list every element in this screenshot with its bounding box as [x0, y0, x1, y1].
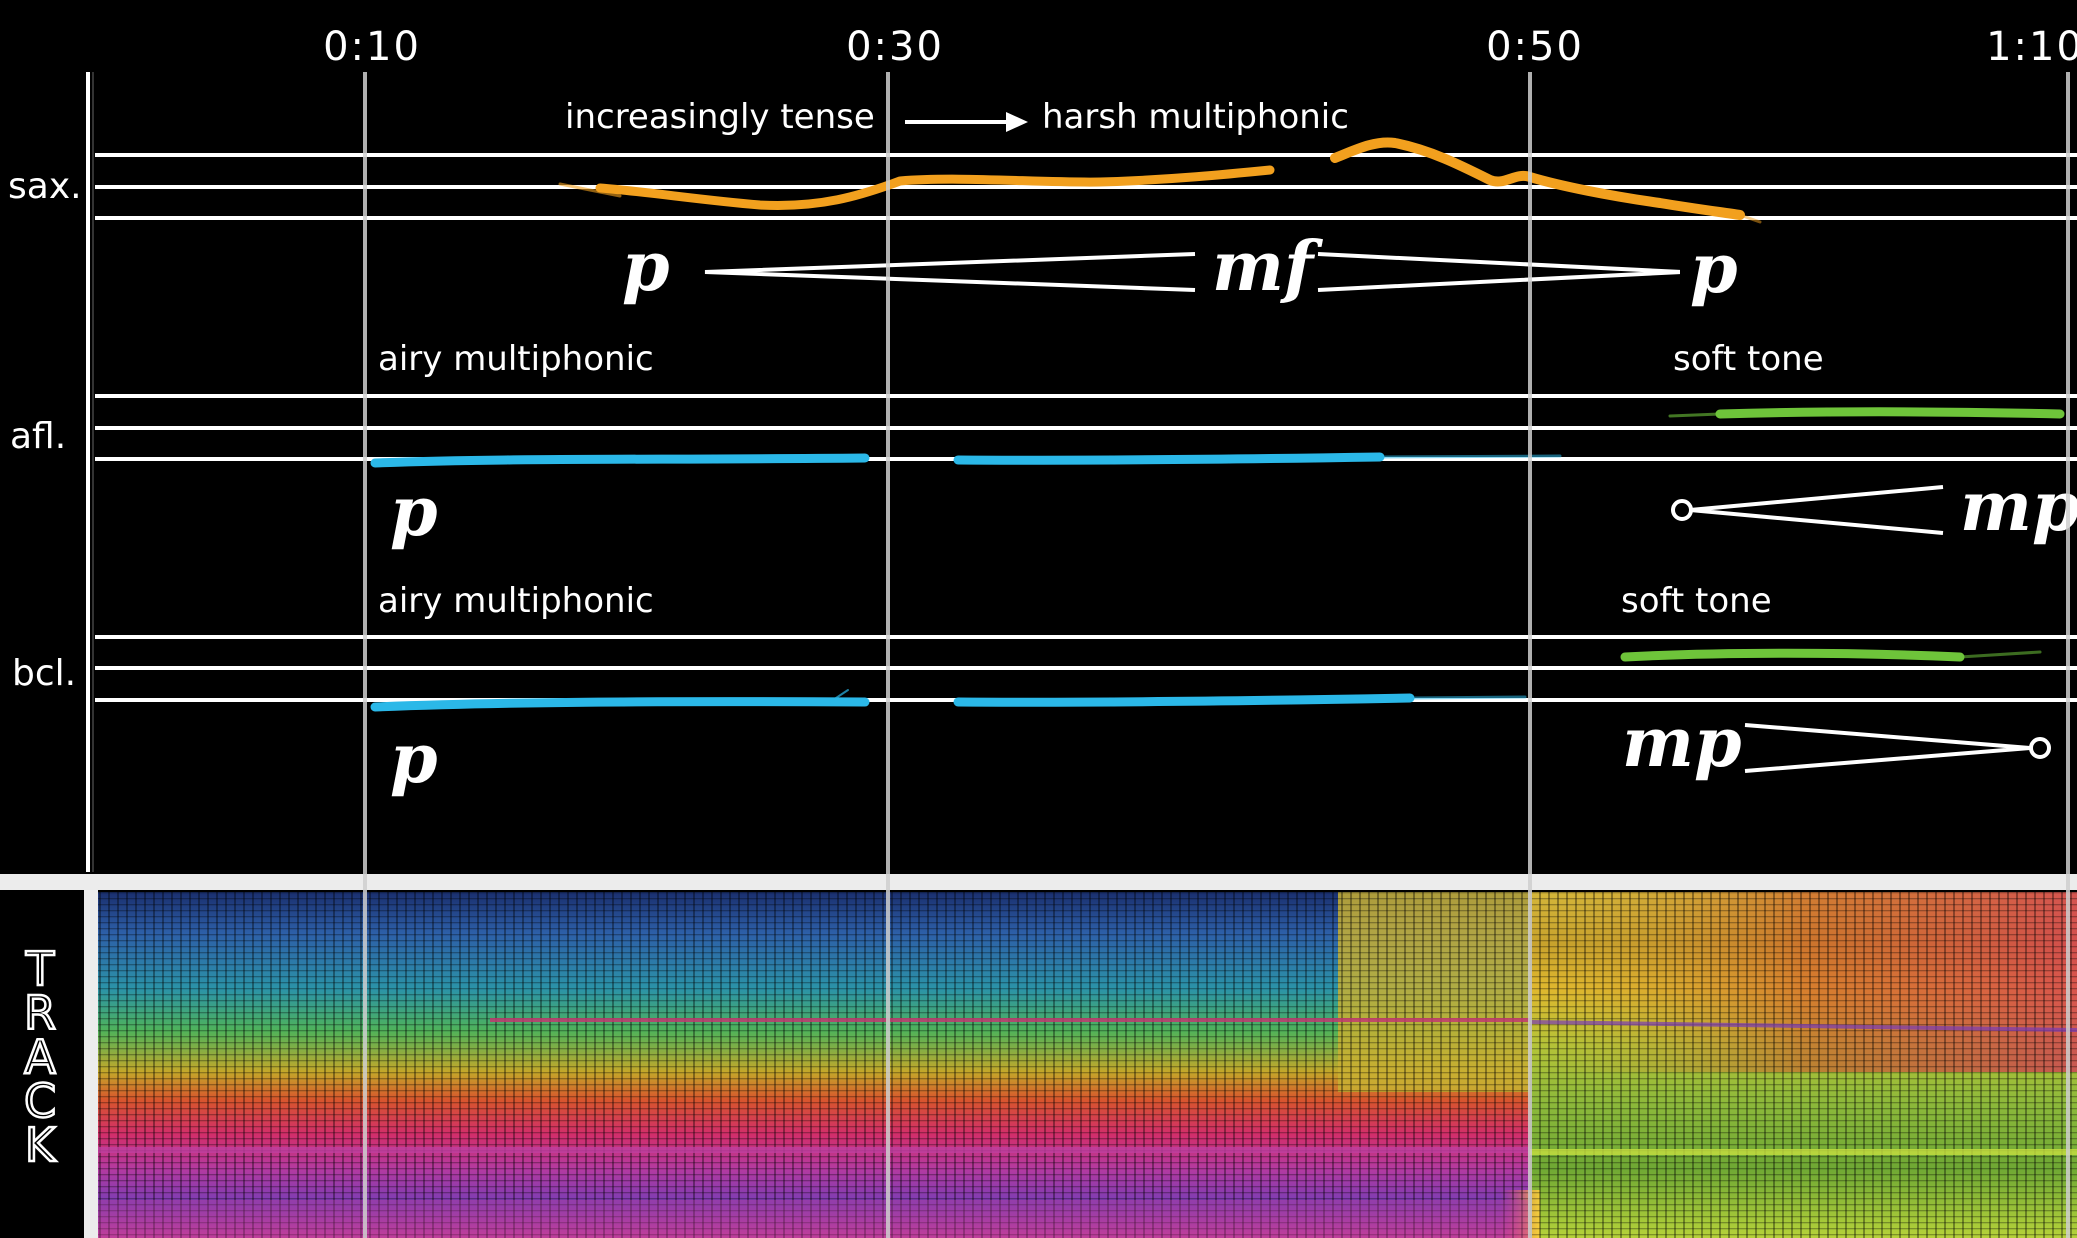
- arrow-right-icon: [905, 112, 1028, 132]
- sax-dynamic-start: p: [610, 227, 682, 307]
- svg-text:p: p: [390, 719, 438, 799]
- bcl-dynamic-end: mp: [1615, 703, 1742, 784]
- svg-text:mp: mp: [1622, 703, 1742, 783]
- afl-end-sound-line: [1668, 407, 2065, 419]
- svg-text:mf: mf: [1212, 227, 1323, 307]
- svg-text:p: p: [622, 227, 670, 307]
- track-label-letter: R: [24, 986, 56, 1040]
- track-label-letter: C: [24, 1074, 56, 1128]
- afl-dynamic-start: p: [380, 472, 452, 552]
- svg-text:p: p: [1690, 229, 1738, 309]
- sax-dynamic-peak: mf: [1205, 227, 1323, 307]
- track-left-bar: [84, 888, 98, 1238]
- instrument-label-sax: sax.: [8, 166, 82, 207]
- afl-crescendo-hairpin: [1665, 478, 1950, 548]
- sax-crescendo-hairpin: [704, 252, 1196, 292]
- track-label-letter: T: [25, 942, 55, 996]
- bcl-end-sound-line: [1620, 648, 2042, 662]
- track-spectrogram: [98, 892, 2077, 1238]
- svg-text:p: p: [390, 472, 438, 552]
- time-marker-label: 0:50: [1486, 24, 1584, 70]
- sax-dynamic-end: p: [1680, 229, 1752, 310]
- afl-dynamic-end: mp: [1953, 467, 2077, 548]
- svg-text:mp: mp: [1960, 467, 2077, 547]
- afl-cue-start: airy multiphonic: [378, 339, 654, 379]
- bcl-cue-end: soft tone: [1621, 581, 1772, 621]
- time-marker-label: 0:30: [846, 24, 944, 70]
- time-marker-lines: [363, 72, 2070, 1238]
- sax-decrescendo-hairpin: [1317, 252, 1683, 292]
- instrument-label-bcl: bcl.: [12, 653, 76, 694]
- time-marker-label: 0:10: [323, 24, 421, 70]
- afl-staff: [95, 394, 2077, 461]
- bcl-decrescendo-hairpin: [1744, 723, 2051, 773]
- bcl-cue-start: airy multiphonic: [378, 581, 654, 621]
- instrument-label-afl: afl.: [10, 416, 66, 457]
- sax-cue-end: harsh multiphonic: [1042, 97, 1349, 137]
- bcl-staff: [95, 635, 2077, 702]
- sax-cue-start: increasingly tense: [565, 97, 875, 137]
- afl-cue-end: soft tone: [1673, 339, 1824, 379]
- track-label-letter: K: [25, 1118, 57, 1172]
- track-divider: [0, 874, 2077, 890]
- bcl-dynamic-start: p: [380, 719, 452, 799]
- track-label-letter: A: [24, 1030, 56, 1084]
- time-marker-label: 1:10: [1986, 24, 2077, 70]
- afl-sound-line: [370, 452, 1562, 468]
- bcl-sound-line: [370, 689, 1527, 712]
- sax-sound-line: [558, 137, 1762, 224]
